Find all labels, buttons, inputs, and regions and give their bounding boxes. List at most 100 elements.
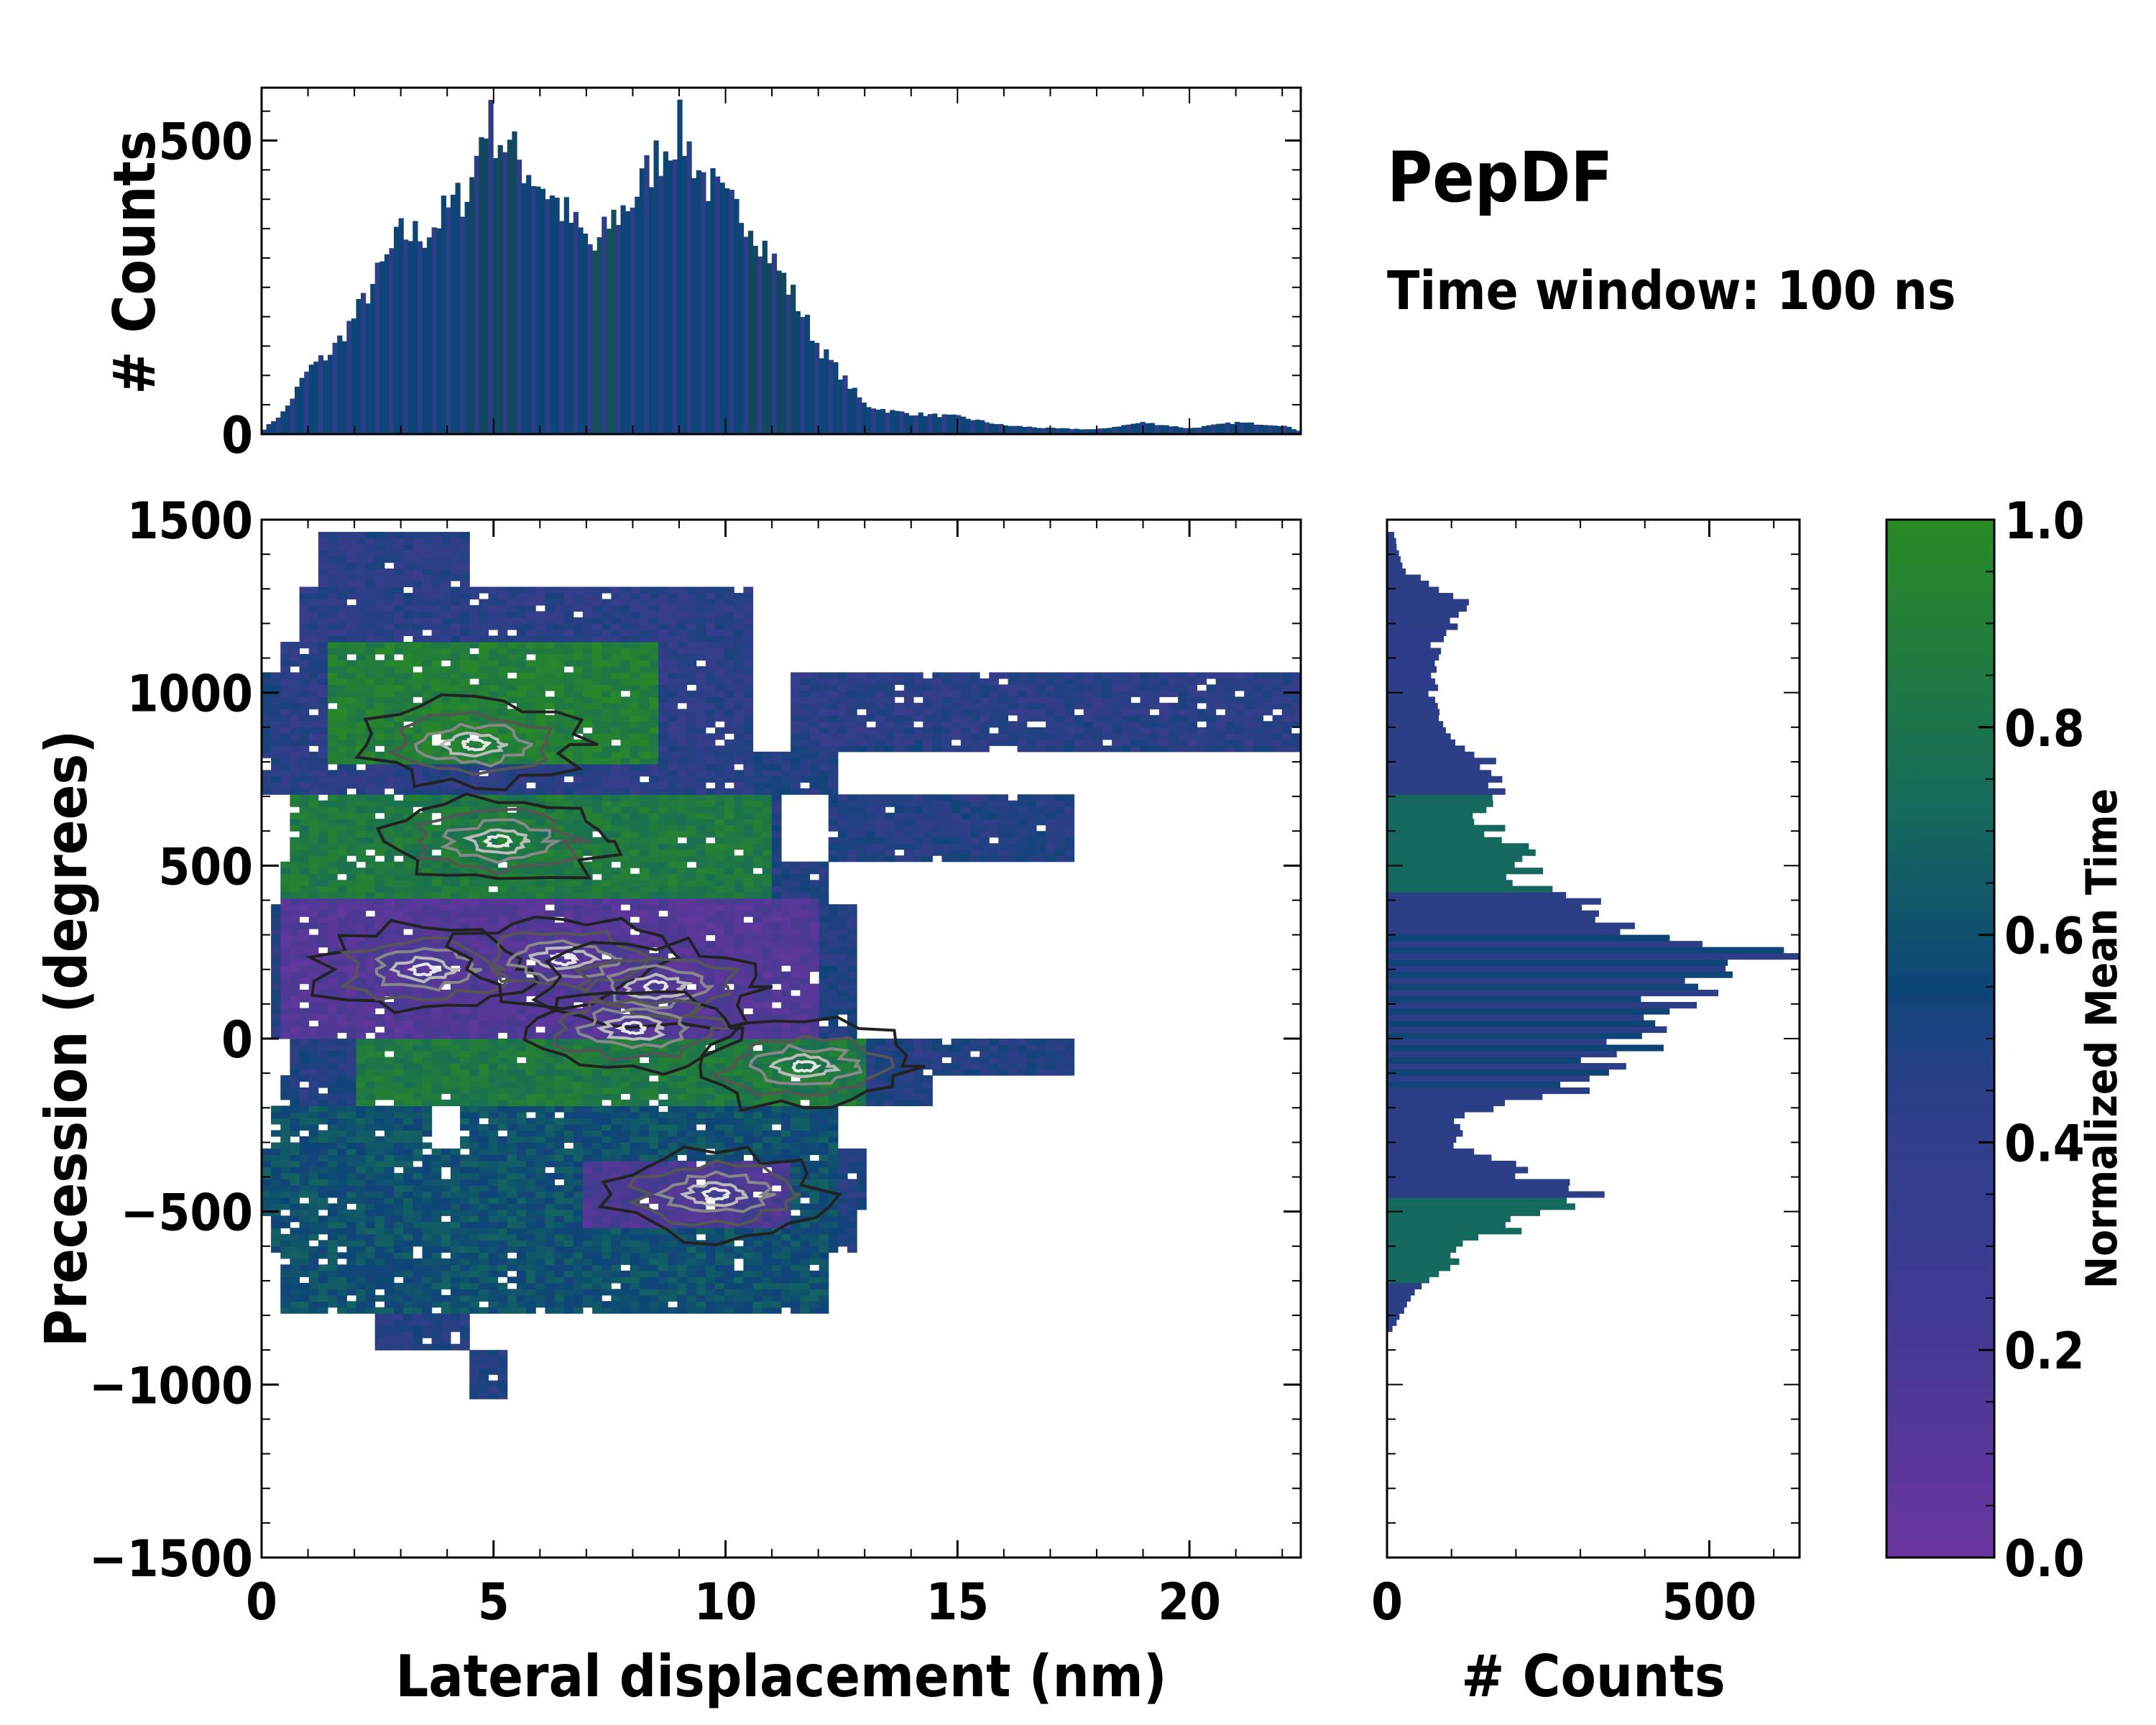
- heatmap-cell: [460, 672, 470, 679]
- heatmap-cell: [516, 660, 527, 667]
- heatmap-cell: [422, 886, 433, 893]
- heatmap-cell: [469, 1130, 479, 1137]
- heatmap-cell: [346, 1301, 356, 1308]
- heatmap-cell: [563, 696, 574, 704]
- heatmap-cell: [384, 1111, 395, 1118]
- heatmap-cell: [374, 880, 385, 887]
- heatmap-cell: [469, 978, 479, 985]
- heatmap-cell: [497, 635, 508, 643]
- heatmap-cell: [365, 971, 376, 978]
- heatmap-cell: [479, 629, 489, 636]
- heatmap-cell: [290, 1203, 300, 1210]
- heatmap-cell: [346, 1105, 356, 1113]
- heatmap-cell: [450, 1087, 461, 1095]
- heatmap-cell: [328, 623, 338, 630]
- heatmap-cell: [507, 782, 517, 789]
- heatmap-cell: [516, 904, 527, 911]
- heatmap-cell: [554, 1118, 565, 1125]
- heatmap-cell: [356, 709, 367, 716]
- heatmap-cell: [488, 641, 499, 648]
- heatmap-cell: [545, 1191, 556, 1198]
- heatmap-cell: [554, 892, 565, 899]
- heatmap-cell: [620, 1111, 631, 1118]
- heatmap-cell: [422, 678, 433, 685]
- heatmap-cell: [630, 672, 640, 679]
- heatmap-cell: [488, 1069, 499, 1076]
- heatmap-cell: [337, 702, 347, 709]
- heatmap-cell: [299, 794, 310, 801]
- heatmap-cell: [441, 635, 451, 643]
- heatmap-cell: [554, 849, 565, 856]
- heatmap-cell: [563, 641, 574, 648]
- heatmap-cell: [460, 916, 470, 924]
- heatmap-cell: [535, 1191, 545, 1198]
- heatmap-cell: [602, 1209, 612, 1216]
- heatmap-cell: [497, 788, 508, 795]
- heatmap-cell: [554, 1014, 565, 1021]
- heatmap-cell: [611, 1136, 622, 1143]
- heatmap-cell: [413, 763, 423, 770]
- heatmap-cell: [507, 1184, 517, 1192]
- heatmap-cell: [563, 1307, 574, 1314]
- top-histogram-bar: [715, 176, 721, 434]
- heatmap-cell: [384, 544, 395, 551]
- heatmap-cell: [431, 800, 442, 807]
- heatmap-cell: [365, 819, 376, 826]
- heatmap-cell: [488, 1111, 499, 1118]
- top-histogram-bar: [413, 221, 418, 434]
- heatmap-cell: [431, 1338, 442, 1345]
- heatmap-cell: [602, 586, 612, 594]
- heatmap-cell: [611, 880, 622, 887]
- heatmap-cell: [365, 672, 376, 679]
- heatmap-cell: [280, 678, 290, 685]
- heatmap-cell: [592, 763, 602, 770]
- heatmap-cell: [346, 660, 356, 667]
- heatmap-cell: [308, 604, 319, 612]
- heatmap-cell: [602, 623, 612, 630]
- heatmap-cell: [328, 1057, 338, 1064]
- heatmap-cell: [308, 611, 319, 618]
- heatmap-cell: [479, 1002, 489, 1009]
- heatmap-cell: [384, 1069, 395, 1076]
- heatmap-cell: [516, 1044, 527, 1052]
- heatmap-cell: [308, 959, 319, 966]
- heatmap-cell: [602, 995, 612, 1003]
- heatmap-cell: [450, 1276, 461, 1284]
- heatmap-cell: [346, 1069, 356, 1076]
- heatmap-cell: [450, 635, 461, 643]
- top-histogram-bar: [828, 359, 834, 434]
- heatmap-cell: [431, 904, 442, 911]
- heatmap-cell: [507, 1191, 517, 1198]
- heatmap-cell: [563, 1179, 574, 1186]
- heatmap-cell: [290, 1215, 300, 1223]
- heatmap-cell: [422, 892, 433, 899]
- heatmap-cell: [450, 1039, 461, 1046]
- heatmap-cell: [620, 733, 631, 740]
- heatmap-cell: [545, 678, 556, 685]
- heatmap-cell: [441, 758, 451, 765]
- heatmap-cell: [441, 788, 451, 795]
- heatmap-cell: [290, 1228, 300, 1235]
- top-histogram-bar: [488, 100, 494, 434]
- heatmap-cell: [450, 1172, 461, 1179]
- heatmap-cell: [450, 886, 461, 893]
- heatmap-cell: [450, 1203, 461, 1210]
- heatmap-cell: [299, 714, 310, 722]
- heatmap-cell: [479, 1057, 489, 1064]
- heatmap-cell: [299, 1026, 310, 1034]
- heatmap-cell: [479, 824, 489, 832]
- heatmap-cell: [328, 1240, 338, 1247]
- heatmap-cell: [299, 819, 310, 826]
- top-histogram-bar: [1149, 423, 1155, 434]
- heatmap-cell: [469, 763, 479, 770]
- heatmap-cell: [630, 702, 640, 709]
- heatmap-cell: [488, 794, 499, 801]
- heatmap-cell: [497, 611, 508, 618]
- heatmap-cell: [620, 751, 631, 758]
- heatmap-cell: [431, 806, 442, 814]
- heatmap-cell: [328, 1191, 338, 1198]
- heatmap-cell: [431, 745, 442, 753]
- heatmap-cell: [356, 1026, 367, 1034]
- heatmap-cell: [545, 751, 556, 758]
- heatmap-cell: [413, 1008, 423, 1015]
